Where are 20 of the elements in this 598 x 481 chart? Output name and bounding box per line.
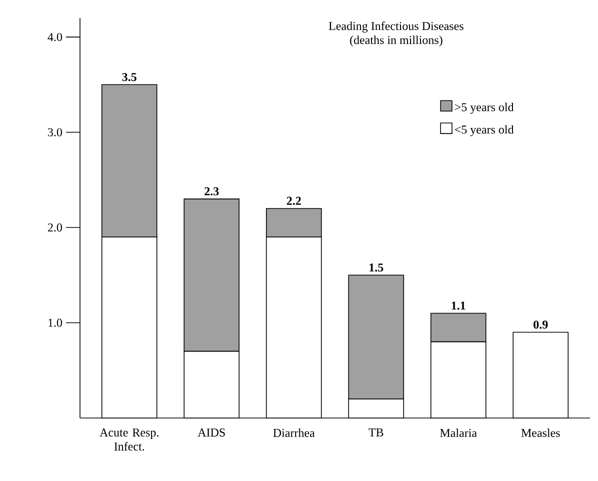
- x-tick-label: Diarrhea: [273, 428, 315, 437]
- x-tick-label: AIDS: [198, 428, 225, 437]
- total-label: 0.9: [534, 320, 548, 329]
- y-tick-label: 3.0: [48, 128, 62, 136]
- text: (deaths in millions): [350, 36, 442, 47]
- x-tick-label: Measles: [521, 428, 560, 437]
- legend-label: <5 years old: [454, 125, 514, 136]
- y-tick-label: 1.0: [48, 318, 62, 327]
- total-label: 2.3: [204, 187, 219, 196]
- x-tick-label: Acute Resp. Infect.: [100, 428, 158, 451]
- x-tick-label: TB: [368, 428, 384, 436]
- total-label: 2.2: [286, 196, 301, 205]
- y-tick-label: 4.0: [48, 32, 62, 42]
- y-tick-label: 2.0: [48, 223, 62, 232]
- legend-label: >5 years old: [454, 102, 514, 114]
- total-label: 3.5: [122, 73, 136, 82]
- total-label: 1.1: [452, 302, 466, 310]
- x-tick-label: Malaria: [440, 428, 477, 437]
- total-label: 1.5: [370, 264, 384, 272]
- chart-title: Leading Infectious Diseases: [328, 22, 464, 33]
